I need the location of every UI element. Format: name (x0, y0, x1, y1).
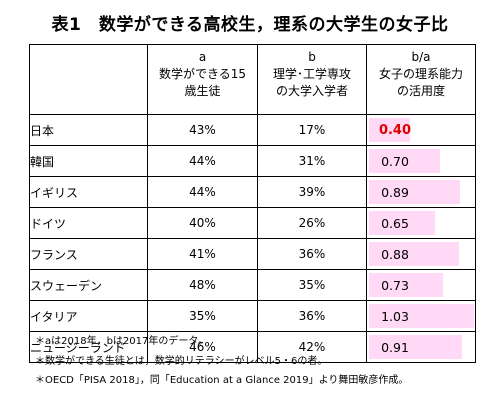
value-a-cell: 44% (147, 176, 258, 208)
header-ratio-code: b/a (411, 50, 431, 64)
footnotes: ＊aは2018年，bは2017年のデータ。 ＊数学ができる生徒とは，数学的リテラ… (35, 332, 408, 391)
footnote-2: ＊数学ができる生徒とは，数学的リテラシーがレベル5・6の者。 (35, 355, 328, 367)
table-row: 韓国 44% 31% 0.70 (29, 145, 476, 177)
ratio-bar (369, 273, 443, 297)
ratio-cell: 0.70 (366, 145, 476, 177)
header-a-line2: 歳生徒 (184, 84, 221, 98)
footnote-1: ＊aは2018年，bは2017年のデータ。 (35, 336, 209, 347)
value-b-cell: 42% (257, 331, 367, 363)
ratio-cell: 1.03 (366, 300, 476, 332)
header-a-line1: 数学ができる15 (158, 67, 247, 81)
table-row: 日本 43% 17% 0.40 (29, 114, 476, 146)
ratio-cell: 0.88 (366, 238, 476, 270)
ratio-bar (369, 149, 440, 173)
ratio-value: 0.88 (381, 246, 409, 262)
header-b-line2: の大学入学者 (275, 84, 348, 98)
ratio-cell: 0.91 (366, 331, 476, 363)
country-cell: 韓国 (29, 145, 148, 177)
header-a-code: a (198, 50, 207, 64)
ratio-cell: 0.65 (366, 207, 476, 239)
country-cell: イギリス (29, 176, 148, 208)
value-a-cell: 43% (147, 114, 258, 146)
footnote-3: ＊OECD「PISA 2018」，同「Education at a Glance… (35, 375, 409, 386)
value-a-cell: 35% (147, 300, 258, 332)
ratio-bar (369, 180, 460, 204)
ratio-value: 1.03 (381, 308, 409, 324)
table-title: 表1 数学ができる高校生，理系の大学生の女子比 (51, 15, 449, 35)
ratio-bar (369, 118, 410, 142)
value-a-cell: 46% (147, 331, 258, 363)
ratio-bar (369, 335, 462, 359)
table-row: イタリア 35% 36% 1.03 (29, 300, 476, 332)
value-b-cell: 36% (257, 300, 367, 332)
country-cell: ドイツ (29, 207, 148, 239)
value-b-cell: 26% (257, 207, 367, 239)
ratio-value: 0.65 (381, 215, 409, 231)
header-b: b 理学･工学専攻 の大学入学者 (257, 44, 367, 115)
value-a-cell: 41% (147, 238, 258, 270)
header-ratio-line1: 女子の理系能力 (378, 67, 463, 81)
value-b-cell: 36% (257, 238, 367, 270)
value-b-cell: 17% (257, 114, 367, 146)
ratio-cell: 0.40 (366, 114, 476, 146)
value-a-cell: 40% (147, 207, 258, 239)
value-b-cell: 35% (257, 269, 367, 301)
ratio-bar (369, 304, 474, 328)
country-cell: イタリア (29, 300, 148, 332)
table-row: イギリス 44% 39% 0.89 (29, 176, 476, 208)
table-row: フランス 41% 36% 0.88 (29, 238, 476, 270)
table-row: スウェーデン 48% 35% 0.73 (29, 269, 476, 301)
table-body: 日本 43% 17% 0.40 韓国 44% 31% 0.70 イギリス 44% 39% 0.89 ドイ… (29, 114, 476, 363)
country-cell: スウェーデン (29, 269, 148, 301)
ratio-cell: 0.73 (366, 269, 476, 301)
ratio-value: 0.91 (381, 339, 409, 355)
ratio-bar (369, 242, 459, 266)
country-cell: ニュージーランド (29, 331, 148, 363)
ratio-cell: 0.89 (366, 176, 476, 208)
header-ratio-line2: の活用度 (396, 84, 445, 98)
table-row: ニュージーランド 46% 42% 0.91 (29, 331, 476, 363)
header-ratio: b/a 女子の理系能力 の活用度 (366, 44, 476, 115)
header-country (29, 44, 148, 115)
country-cell: フランス (29, 238, 148, 270)
country-cell: 日本 (29, 114, 148, 146)
value-b-cell: 31% (257, 145, 367, 177)
data-table: a 数学ができる15 歳生徒 b 理学･工学専攻 の大学入学者 b/a 女子の理… (29, 44, 476, 363)
ratio-value: 0.40 (378, 122, 412, 138)
header-b-line1: 理学･工学専攻 (272, 67, 351, 81)
header-row: a 数学ができる15 歳生徒 b 理学･工学専攻 の大学入学者 b/a 女子の理… (29, 44, 476, 115)
ratio-bar (369, 211, 435, 235)
table-row: ドイツ 40% 26% 0.65 (29, 207, 476, 239)
value-a-cell: 44% (147, 145, 258, 177)
ratio-value: 0.70 (381, 153, 409, 169)
header-b-code: b (308, 50, 316, 64)
value-b-cell: 39% (257, 176, 367, 208)
value-a-cell: 48% (147, 269, 258, 301)
ratio-value: 0.73 (381, 277, 409, 293)
header-a: a 数学ができる15 歳生徒 (147, 44, 258, 115)
ratio-value: 0.89 (381, 184, 409, 200)
